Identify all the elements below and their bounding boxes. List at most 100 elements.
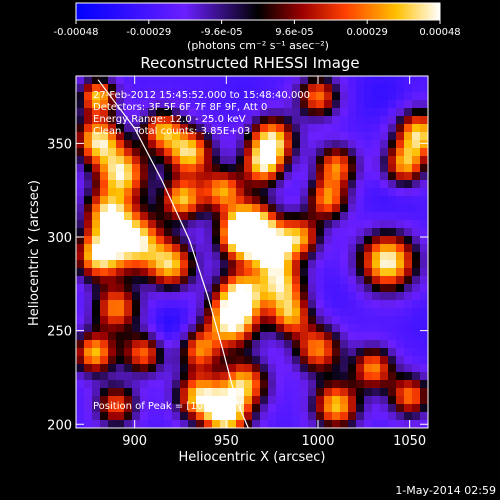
heatmap-cell [172,236,181,245]
heatmap-cell [268,156,277,165]
heatmap-cell [324,308,333,317]
heatmap-cell [196,252,205,261]
heatmap-cell [148,260,157,269]
heatmap-cell [132,268,141,277]
heatmap-cell [268,252,277,261]
heatmap-cell [76,124,85,133]
heatmap-cell [332,204,341,213]
heatmap-cell [244,420,253,428]
heatmap-cell [108,252,117,261]
heatmap-cell [404,76,413,85]
heatmap-cell [132,260,141,269]
heatmap-cell [332,308,341,317]
heatmap-cell [84,108,93,117]
heatmap-cell [348,380,357,389]
heatmap-cell [236,180,245,189]
heatmap-cell [188,116,197,125]
heatmap-cell [420,172,428,181]
heatmap-cell [84,380,93,389]
heatmap-cell [332,356,341,365]
heatmap-cell [116,228,125,237]
heatmap-cell [388,156,397,165]
heatmap-cell [364,100,373,109]
heatmap-cell [364,172,373,181]
heatmap-cell [412,244,421,253]
heatmap-cell [100,316,109,325]
heatmap-cell [332,348,341,357]
heatmap-cell [140,124,149,133]
heatmap-cell [76,412,85,421]
heatmap-cell [156,396,165,405]
heatmap-cell [204,324,213,333]
heatmap-cell [132,132,141,141]
heatmap-cell [236,364,245,373]
heatmap-cell [228,364,237,373]
heatmap-cell [300,172,309,181]
heatmap-cell [372,124,381,133]
heatmap-cell [76,380,85,389]
heatmap-cell [364,396,373,405]
heatmap-cell [244,284,253,293]
heatmap-cell [348,340,357,349]
heatmap-cell [164,148,173,157]
heatmap-cell [76,212,85,221]
heatmap-cell [204,212,213,221]
heatmap-cell [92,116,101,125]
heatmap-cell [220,100,229,109]
heatmap-cell [100,164,109,173]
heatmap-cell [228,308,237,317]
heatmap-cell [292,300,301,309]
heatmap-cell [140,276,149,285]
heatmap-cell [108,156,117,165]
heatmap-cell [100,212,109,221]
heatmap-cell [412,172,421,181]
heatmap-cell [132,244,141,253]
heatmap-cell [404,356,413,365]
heatmap-cell [420,316,428,325]
heatmap-cell [396,404,405,413]
heatmap-cell [412,396,421,405]
heatmap-cell [228,316,237,325]
heatmap-cell [380,276,389,285]
heatmap-cell [316,340,325,349]
heatmap-cell [124,164,133,173]
heatmap-cell [140,412,149,421]
heatmap-cell [212,332,221,341]
heatmap-cell [380,244,389,253]
heatmap-cell [92,76,101,85]
heatmap-cell [380,124,389,133]
heatmap-cell [284,332,293,341]
heatmap-cell [252,164,261,173]
heatmap-cell [260,220,269,229]
heatmap-cell [244,252,253,261]
heatmap-cell [252,364,261,373]
heatmap-cell [284,324,293,333]
heatmap-cell [380,420,389,428]
heatmap-cell [388,284,397,293]
heatmap-cell [260,300,269,309]
heatmap-cell [308,156,317,165]
heatmap-cell [92,204,101,213]
heatmap-cell [164,260,173,269]
heatmap-cell [164,132,173,141]
heatmap-cell [212,300,221,309]
heatmap-cell [228,412,237,421]
heatmap-cell [236,420,245,428]
heatmap-cell [220,308,229,317]
heatmap-cell [340,84,349,93]
heatmap-cell [164,308,173,317]
heatmap-cell [116,252,125,261]
heatmap-cell [116,140,125,149]
heatmap-cell [188,308,197,317]
heatmap-cell [364,116,373,125]
heatmap-cell [116,404,125,413]
heatmap-cell [244,356,253,365]
heatmap-cell [292,228,301,237]
heatmap-cell [340,132,349,141]
heatmap-cell [332,124,341,133]
heatmap-cell [404,124,413,133]
heatmap-cell [348,172,357,181]
heatmap-cell [116,220,125,229]
heatmap-cell [356,252,365,261]
